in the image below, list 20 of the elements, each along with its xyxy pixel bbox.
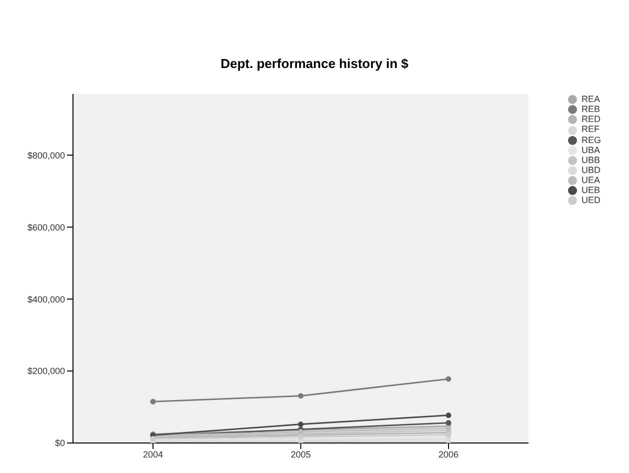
legend-label: UED [581, 195, 600, 206]
x-tick-label: 2004 [142, 449, 164, 460]
legend-label: RED [581, 114, 600, 124]
legend-label: UBB [581, 154, 600, 165]
y-tick-label: $400,000 [27, 294, 65, 304]
legend-label: UBA [581, 144, 600, 155]
chart-title: Dept. performance history in $ [220, 55, 410, 73]
legend-label: UBD [581, 164, 600, 175]
legend-label: REA [581, 94, 600, 104]
y-tick-label: $200,000 [27, 366, 65, 376]
legend-label: REB [581, 104, 600, 114]
legend-label: REF [581, 124, 600, 134]
y-tick-label: $600,000 [27, 222, 65, 232]
x-tick-label: 2005 [290, 449, 311, 460]
legend-label: UEA [581, 175, 600, 185]
x-tick-label: 2006 [438, 449, 458, 460]
legend-label: UEB [581, 185, 600, 196]
y-tick-label: $0 [54, 438, 65, 448]
y-tick-label: $800,000 [27, 150, 65, 160]
legend-label: REG [581, 134, 601, 144]
